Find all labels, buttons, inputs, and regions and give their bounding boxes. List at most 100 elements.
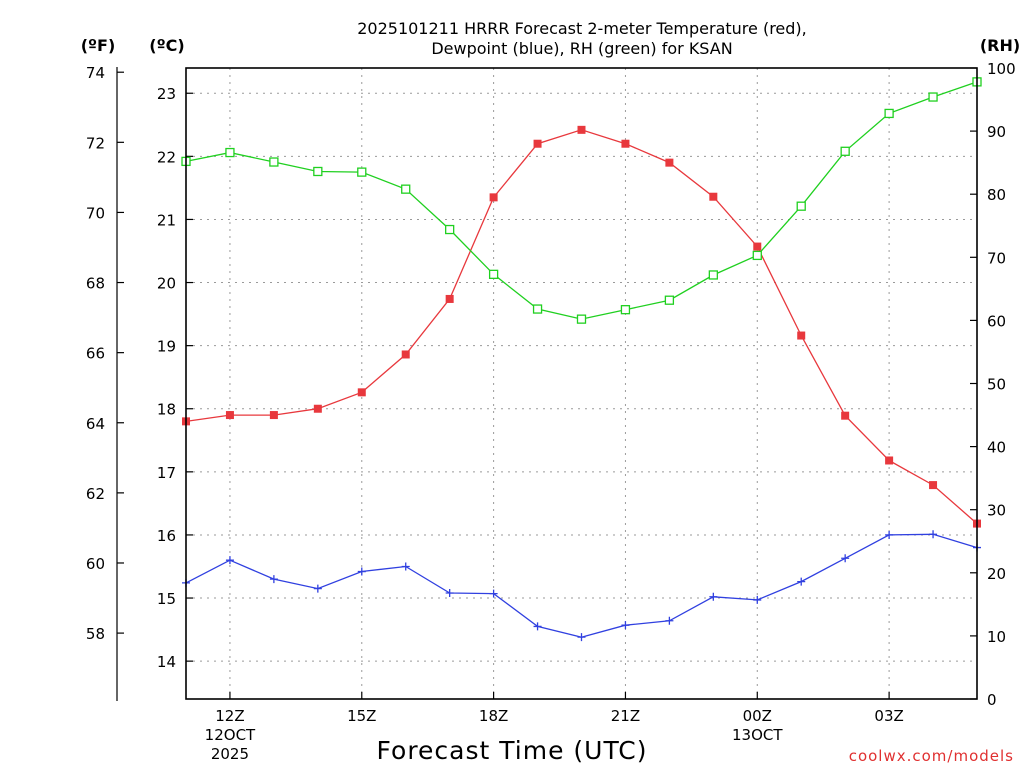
rh-tick-label: 10 [987, 628, 1006, 646]
dewpoint-point [225, 556, 234, 565]
rh-point [225, 147, 235, 158]
dewpoint-point [357, 567, 366, 576]
credit-text: coolwx.com/models [849, 747, 1014, 765]
axis-ticks: 14 15 16 17 18 19 20 21 22 23 58 60 62 64 66 68 70 72 74 0 1… [86, 60, 1016, 763]
celsius-tick-label: 19 [157, 338, 176, 356]
fahrenheit-tick-label: 58 [86, 625, 105, 643]
year-tick-label: 2025 [211, 745, 249, 763]
2-meter-temperature-point [313, 404, 322, 413]
celsius-tick-label: 14 [157, 653, 176, 671]
2-meter-temperature-point [577, 125, 586, 134]
dewpoint-point [533, 622, 542, 631]
rh-tick-label: 0 [987, 691, 997, 709]
rh-tick-label: 20 [987, 565, 1006, 583]
2-meter-temperature-point [533, 139, 542, 148]
rh-point [928, 92, 938, 102]
rh-point [357, 167, 367, 177]
dewpoint-point [577, 633, 586, 642]
plot-frame [185, 67, 978, 700]
2-meter-temperature-point [709, 192, 718, 201]
celsius-tick-label: 15 [157, 590, 176, 608]
dewpoint-point [841, 554, 850, 563]
celsius-tick-label: 17 [157, 464, 176, 482]
celsius-tick-label: 20 [157, 275, 176, 293]
time-tick-label: 12Z [215, 707, 244, 725]
rh-point [708, 270, 718, 280]
2-meter-temperature-point [665, 158, 674, 167]
celsius-tick-label: 18 [157, 401, 176, 419]
rh-point [401, 184, 411, 194]
fahrenheit-tick-label: 68 [86, 275, 105, 293]
dewpoint-point [885, 530, 894, 539]
celsius-tick-label: 23 [157, 85, 176, 103]
rh-tick-label: 40 [987, 439, 1006, 457]
rh-point [884, 108, 894, 119]
2-meter-temperature-point [401, 350, 410, 359]
gridlines [186, 68, 977, 699]
rh-tick-label: 80 [987, 186, 1006, 204]
time-tick-label: 15Z [347, 707, 376, 725]
rh-point [576, 314, 587, 324]
rh-point [445, 224, 455, 235]
fahrenheit-axis-unit: (ºF) [81, 36, 116, 55]
celsius-tick-label: 22 [157, 148, 176, 166]
fahrenheit-tick-label: 62 [86, 485, 105, 503]
rh-point [840, 146, 850, 156]
dewpoint-point [401, 562, 410, 571]
rh-point [269, 157, 279, 167]
2-meter-temperature-point [357, 388, 366, 397]
2-meter-temperature-point [225, 411, 234, 420]
chart-title-line-1: 2025101211 HRRR Forecast 2-meter Tempera… [357, 19, 807, 38]
dewpoint-point [797, 577, 806, 586]
2-meter-temperature-point [929, 481, 938, 490]
rh-axis-unit: (RH) [980, 36, 1020, 55]
2-meter-temperature-point [621, 139, 630, 148]
date-tick-label: 12OCT [205, 726, 256, 744]
fahrenheit-tick-label: 60 [86, 555, 105, 573]
fahrenheit-tick-label: 66 [86, 345, 105, 363]
time-tick-label: 03Z [874, 707, 903, 725]
rh-point [532, 304, 543, 314]
rh-line [185, 81, 978, 320]
fahrenheit-tick-label: 64 [86, 415, 105, 433]
dewpoint-point [753, 595, 762, 604]
2-meter-temperature-point [753, 242, 762, 251]
fahrenheit-tick-label: 70 [86, 204, 105, 222]
data-series [181, 77, 982, 642]
time-tick-label: 21Z [611, 707, 640, 725]
rh-point [664, 295, 675, 305]
date-tick-label: 13OCT [732, 726, 783, 744]
rh-point [796, 201, 806, 211]
dewpoint-point [929, 530, 938, 539]
time-tick-label: 18Z [479, 707, 508, 725]
rh-point [313, 166, 323, 177]
rh-tick-label: 60 [987, 312, 1006, 330]
rh-tick-label: 90 [987, 123, 1006, 141]
2-meter-temperature-point [885, 456, 894, 465]
time-tick-label: 00Z [743, 707, 772, 725]
dewpoint-line [185, 533, 978, 638]
fahrenheit-tick-label: 74 [86, 64, 105, 82]
x-axis-title: Forecast Time (UTC) [377, 736, 648, 765]
rh-point [620, 305, 631, 315]
2-meter-temperature-line [185, 129, 978, 525]
rh-point [488, 269, 499, 279]
celsius-axis-unit: (ºC) [149, 36, 184, 55]
rh-tick-label: 50 [987, 376, 1006, 394]
2-meter-temperature-point [445, 294, 454, 303]
dewpoint-point [489, 589, 498, 598]
dewpoint-point [313, 584, 322, 593]
2-meter-temperature-point [841, 411, 850, 420]
rh-tick-label: 70 [987, 249, 1006, 267]
rh-tick-label: 100 [987, 60, 1016, 78]
rh-tick-label: 30 [987, 502, 1006, 520]
dewpoint-point [445, 588, 454, 597]
2-meter-temperature-point [489, 193, 498, 202]
dewpoint-point [709, 592, 718, 601]
fahrenheit-tick-label: 72 [86, 134, 105, 152]
celsius-tick-label: 21 [157, 211, 176, 229]
celsius-tick-label: 16 [157, 527, 176, 545]
rh-point [752, 250, 762, 261]
2-meter-temperature-point [797, 331, 806, 340]
